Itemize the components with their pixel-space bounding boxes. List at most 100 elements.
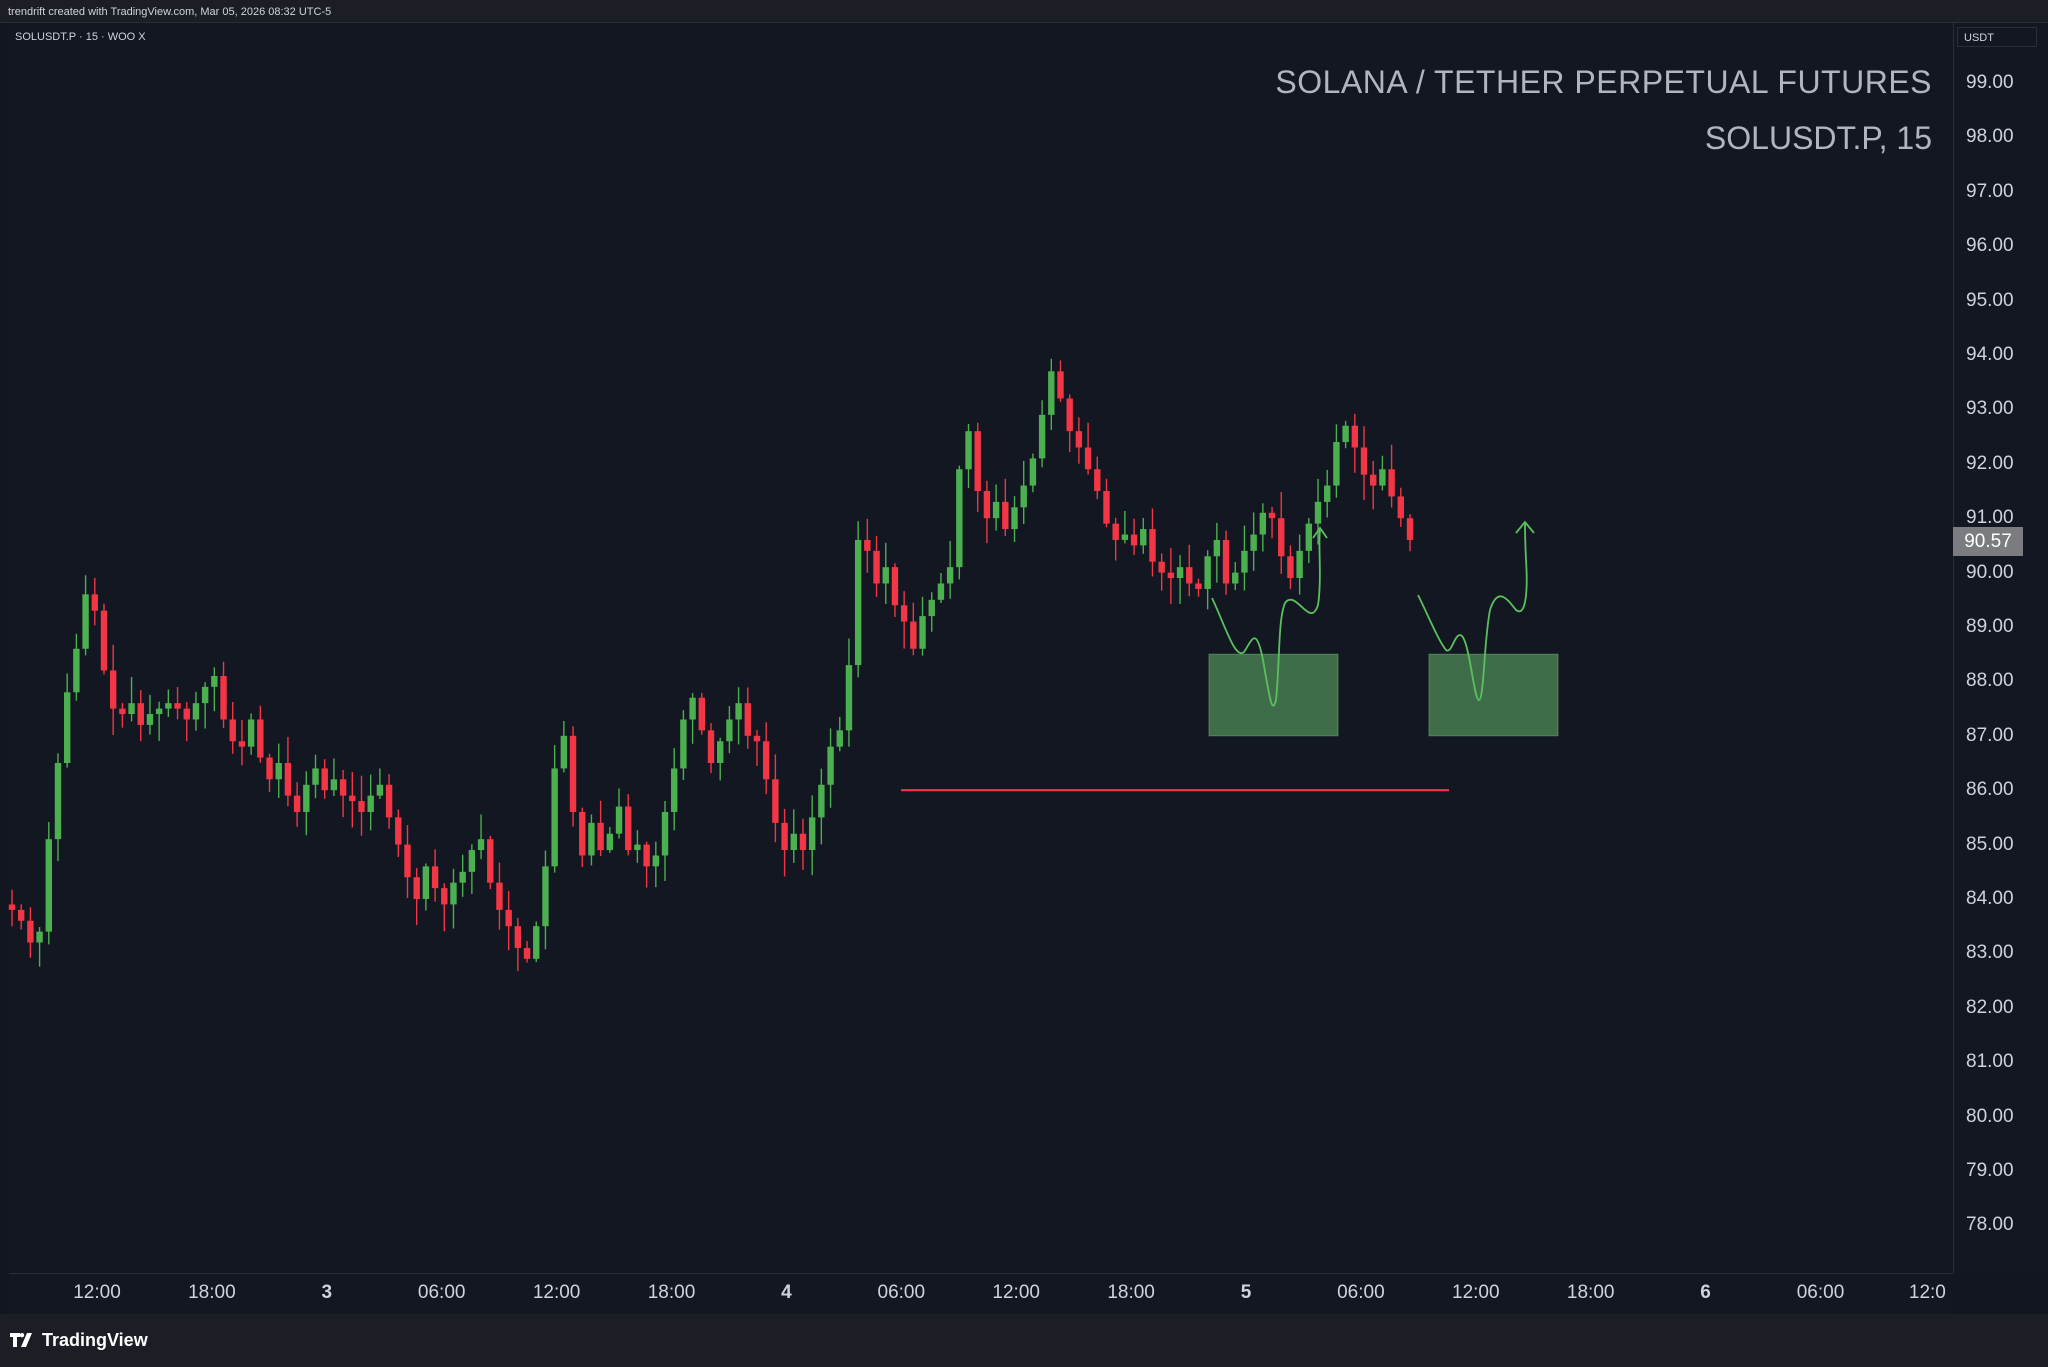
candle-body [965,431,972,470]
candle-body [431,866,439,889]
candle-body [560,735,568,769]
price-tick: 97.00 [1966,180,2014,202]
candle-body [588,822,595,856]
time-axis[interactable] [9,1273,1953,1314]
time-tick: 18:00 [1107,1282,1155,1303]
candle-body [284,763,292,796]
candle-body [1038,414,1046,459]
candle-body [569,735,577,812]
candle-body [845,665,853,731]
time-tick: 12:0 [1908,1282,1946,1303]
candle-body [1149,529,1156,562]
bottom-bar [0,1314,2048,1367]
candle-body [956,469,963,568]
projection-arrow [1312,526,1328,539]
candle-body [1167,572,1175,579]
candle-body [680,719,687,769]
candle-body [165,703,172,709]
candle-body [211,675,218,687]
candle-body [1048,371,1055,415]
candle-body [330,779,338,791]
candle-body [864,539,871,551]
price-tick: 82.00 [1966,996,2014,1018]
candle-body [1158,561,1165,573]
price-tick: 88.00 [1966,670,2014,692]
candle-body [109,670,117,709]
candle-body [1103,491,1110,524]
candle-body [1268,512,1276,519]
candle-body [1370,474,1377,486]
candle-body [873,550,880,584]
candle-body [1176,567,1184,579]
candle-body [772,779,779,823]
projection-path [1211,529,1321,707]
candle-body [625,806,632,851]
time-tick: 5 [1240,1282,1252,1303]
candle-body [514,926,522,948]
time-tick: 12:00 [532,1282,581,1303]
candle-body [257,719,264,758]
tradingview-logo-icon [10,1333,32,1347]
symbol-legend[interactable]: SOLUSDT.P · 15 · WOO X [15,31,146,43]
candle-body [1222,539,1230,584]
candle-body [487,839,494,883]
candle-body [818,784,825,818]
candle-body [707,730,715,763]
candle-body [303,784,310,812]
price-scale[interactable] [1953,23,2048,1273]
candle-body [496,882,503,910]
candle-body [1259,512,1267,535]
candle-body [183,708,190,720]
candle-body [1011,507,1018,530]
chart-subtitle: SOLUSDT.P, 15 [1704,120,1932,156]
candle-body [73,648,80,693]
candle-body [634,844,641,851]
candle-body [27,920,34,943]
candle-body [1296,550,1303,579]
candle-body [1213,539,1221,557]
candle-body [937,583,945,600]
candle-body [597,822,604,851]
candle-body [293,795,301,812]
candle-body [422,866,430,899]
price-tick: 80.00 [1966,1105,2014,1127]
candle-body [367,795,374,812]
time-tick: 06:00 [1796,1282,1845,1303]
candle-body [689,697,696,720]
candle-body [1121,534,1129,540]
candle-body [698,697,706,731]
candle-body [450,882,457,905]
chart-pane[interactable] [9,23,1953,1273]
candle-body [1195,583,1202,589]
price-tick: 95.00 [1966,289,2014,311]
candle-body [45,839,52,932]
currency-label[interactable]: USDT [1957,27,2037,47]
tradingview-logo[interactable]: TradingView [10,1330,148,1351]
candle-body [1379,469,1386,486]
candle-body [891,567,899,606]
candle-body [312,768,319,785]
candle-body [827,746,834,785]
candle-body [1029,458,1037,486]
candle-body [229,719,236,742]
candle-body [983,491,991,519]
top-attribution-bar: trendrift created with TradingView.com, … [0,0,2048,23]
chart-title: SOLANA / TETHER PERPETUAL FUTURES [1275,64,1932,100]
candle-body [1278,518,1285,557]
candle-body [716,741,724,763]
candle-body [1360,447,1368,475]
candle-body [661,811,669,856]
candle-body [1094,469,1101,491]
candle-body [385,784,393,818]
candle-body [505,909,512,927]
candle-body [735,703,742,720]
candle-body [790,833,797,851]
candle-body [1020,485,1027,508]
projection-path [1417,521,1528,701]
price-tick: 87.00 [1966,724,2014,746]
candle-body [468,850,476,872]
candle-body [579,811,586,856]
price-tick: 78.00 [1966,1214,2014,1236]
demand-zone [1428,653,1559,737]
